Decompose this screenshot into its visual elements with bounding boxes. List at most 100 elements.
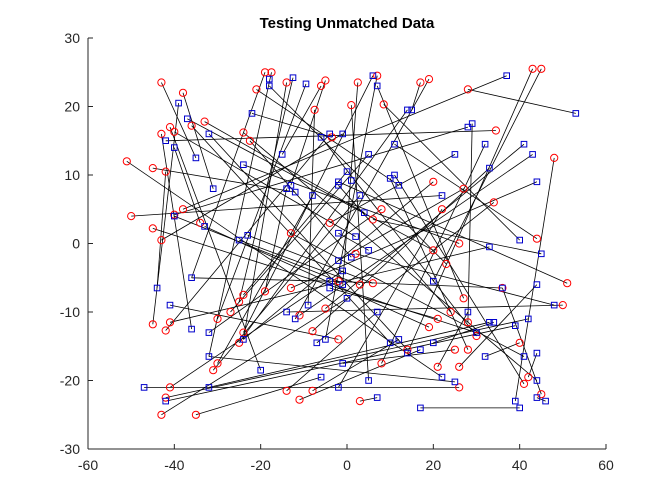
blue-square-point bbox=[481, 353, 489, 360]
red-circle-point bbox=[245, 136, 254, 145]
red-circle-point bbox=[161, 326, 170, 335]
red-circle-point bbox=[122, 157, 131, 166]
red-circle-point bbox=[416, 78, 425, 87]
match-line bbox=[230, 154, 369, 313]
red-circle-point bbox=[351, 249, 360, 258]
red-circle-point bbox=[463, 85, 472, 94]
match-line bbox=[502, 287, 542, 395]
blue-square-point bbox=[468, 120, 476, 127]
blue-square-point bbox=[153, 284, 161, 292]
blue-square-point bbox=[464, 308, 472, 316]
blue-square-point bbox=[205, 329, 213, 336]
blue-square-point bbox=[317, 373, 325, 381]
red-circle-point bbox=[187, 121, 196, 130]
red-circle-point bbox=[200, 117, 209, 126]
blue-square-point bbox=[326, 284, 333, 292]
blue-square-point bbox=[175, 99, 182, 107]
red-circle-point bbox=[148, 164, 157, 173]
match-line bbox=[320, 137, 477, 337]
blue-square-point bbox=[140, 384, 148, 391]
x-tick-label: -60 bbox=[78, 457, 98, 473]
red-circle-point bbox=[377, 359, 386, 368]
match-line bbox=[514, 157, 555, 402]
blue-square-point bbox=[529, 151, 536, 158]
blue-square-point bbox=[464, 123, 472, 131]
blue-square-point bbox=[205, 353, 213, 360]
blue-square-point bbox=[171, 144, 178, 151]
match-line bbox=[182, 92, 214, 189]
match-line bbox=[411, 82, 421, 111]
red-circle-point bbox=[321, 304, 330, 313]
match-line bbox=[208, 321, 490, 388]
match-line bbox=[243, 75, 374, 333]
y-tick-label: -10 bbox=[60, 304, 80, 320]
blue-square-point bbox=[287, 182, 295, 189]
blue-square-point bbox=[322, 336, 329, 343]
blue-square-point bbox=[542, 397, 549, 405]
match-line bbox=[325, 75, 378, 340]
red-circle-point bbox=[260, 287, 270, 296]
red-circle-point bbox=[537, 390, 546, 399]
blue-square-point bbox=[162, 137, 169, 144]
blue-square-point bbox=[503, 72, 510, 80]
match-line bbox=[294, 78, 430, 320]
y-tick-label: 20 bbox=[64, 99, 80, 115]
red-circle-point bbox=[170, 127, 179, 136]
match-line bbox=[208, 356, 455, 383]
match-line bbox=[243, 181, 434, 340]
match-line bbox=[243, 132, 538, 381]
blue-square-point bbox=[205, 130, 213, 138]
match-line bbox=[126, 160, 443, 378]
red-circle-point bbox=[308, 327, 317, 336]
match-line bbox=[338, 188, 464, 261]
blue-square-point bbox=[326, 277, 333, 285]
match-line bbox=[281, 85, 322, 155]
blue-square-point bbox=[520, 353, 528, 360]
red-circle-point bbox=[165, 123, 175, 132]
blue-square-point bbox=[430, 277, 437, 285]
red-circle-point bbox=[455, 362, 464, 371]
match-line bbox=[383, 104, 520, 241]
red-circle-point bbox=[424, 75, 434, 84]
red-circle-point bbox=[442, 259, 451, 269]
blue-square-point bbox=[550, 301, 558, 309]
red-circle-point bbox=[178, 88, 188, 97]
blue-square-point bbox=[283, 185, 290, 192]
red-circle-point bbox=[325, 218, 334, 227]
red-circle-point bbox=[472, 331, 481, 341]
blue-square-point bbox=[404, 106, 411, 114]
y-tick-label: 30 bbox=[64, 30, 80, 46]
red-circle-point bbox=[157, 129, 166, 138]
blue-square-point bbox=[304, 301, 312, 309]
blue-square-point bbox=[369, 72, 377, 80]
match-line bbox=[307, 109, 315, 306]
blue-square-point bbox=[335, 178, 342, 186]
match-line bbox=[290, 232, 525, 357]
match-line bbox=[169, 270, 343, 388]
red-circle-point bbox=[196, 218, 205, 227]
red-circle-point bbox=[226, 307, 235, 317]
red-circle-point bbox=[334, 335, 343, 344]
blue-square-point bbox=[339, 360, 346, 367]
blue-square-point bbox=[481, 140, 489, 148]
red-circle-point bbox=[524, 373, 533, 382]
blue-square-point bbox=[356, 192, 364, 199]
blue-square-point bbox=[490, 319, 498, 326]
red-circle-point bbox=[347, 101, 356, 110]
red-circle-point bbox=[161, 167, 170, 176]
red-circle-point bbox=[235, 297, 244, 306]
x-tick-label: 40 bbox=[512, 457, 528, 473]
red-circle-point bbox=[321, 76, 330, 85]
match-line bbox=[312, 339, 400, 392]
blue-square-point bbox=[408, 106, 415, 114]
blue-square-point bbox=[395, 336, 403, 343]
red-circle-point bbox=[450, 345, 459, 354]
red-circle-point bbox=[550, 153, 559, 162]
match-line bbox=[249, 140, 352, 258]
red-circle-point bbox=[455, 239, 464, 248]
red-circle-point bbox=[148, 320, 157, 329]
blue-square-point bbox=[335, 257, 342, 264]
red-circle-point bbox=[459, 294, 468, 303]
